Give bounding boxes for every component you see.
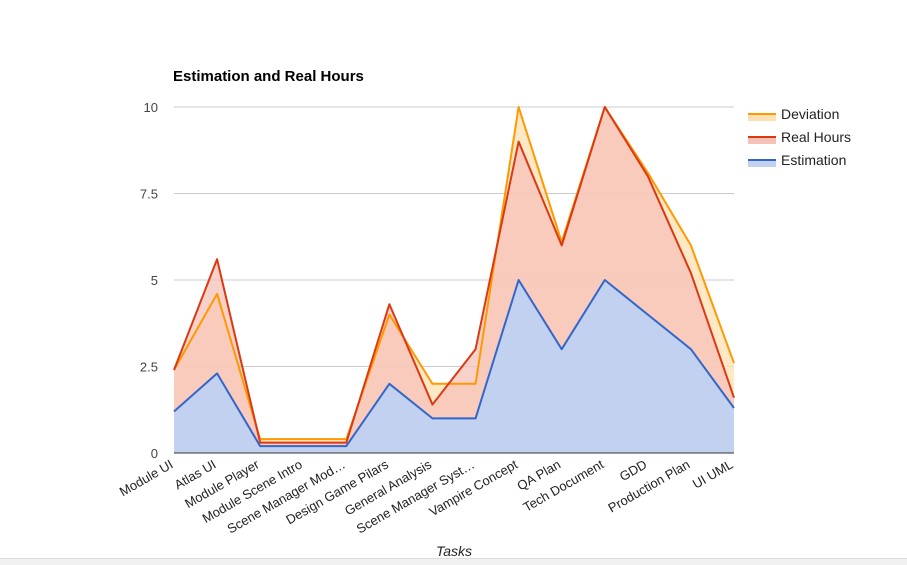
series-line-estimation[interactable] — [173, 279, 735, 448]
chart-title: Estimation and Real Hours — [173, 68, 364, 85]
legend-item-real-hours[interactable]: Real Hours — [748, 129, 851, 145]
legend-item-deviation[interactable]: Deviation — [748, 106, 839, 122]
y-tick-label: 10 — [144, 100, 158, 115]
legend-swatch — [748, 160, 776, 167]
y-tick-label: 5 — [151, 273, 158, 288]
x-tick-label: UI UML — [690, 457, 736, 492]
legend-swatch — [748, 114, 776, 121]
legend-item-estimation[interactable]: Estimation — [748, 152, 846, 168]
legend-swatch — [748, 137, 776, 144]
bottom-scroll-strip — [0, 558, 907, 565]
legend-label: Deviation — [781, 106, 839, 122]
x-tick-label: Production Plan — [605, 457, 692, 516]
plot-area — [173, 106, 735, 454]
area-fill-estimation-solid — [174, 280, 734, 453]
series-line-real-hours[interactable] — [173, 106, 735, 444]
x-axis-label: Tasks — [436, 543, 472, 559]
series-line-deviation[interactable] — [173, 106, 735, 441]
y-tick-label: 2.5 — [140, 360, 158, 375]
legend[interactable]: Deviation Real Hours Estimation — [748, 106, 851, 168]
x-tick-label: Module UI — [117, 457, 176, 500]
legend-label: Estimation — [781, 152, 846, 168]
legend-label: Real Hours — [781, 129, 851, 145]
y-tick-label: 7.5 — [140, 187, 158, 202]
y-axis: 0 2.5 5 7.5 10 — [140, 100, 158, 461]
y-tick-label: 0 — [151, 446, 158, 461]
